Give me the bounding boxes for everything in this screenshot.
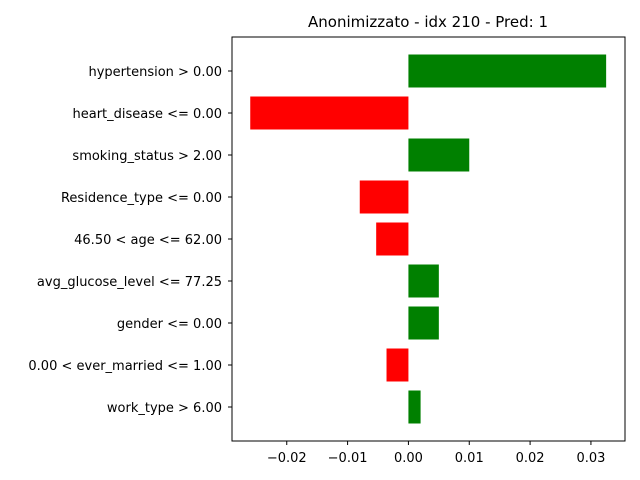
y-tick-label: Residence_type <= 0.00 (61, 191, 222, 206)
y-tick-label: 0.00 < ever_married <= 1.00 (28, 359, 222, 374)
x-tick-label: 0.01 (455, 451, 484, 466)
bar (408, 390, 421, 424)
bar (250, 96, 409, 130)
y-tick-label: work_type > 6.00 (107, 401, 222, 416)
x-tick-label: −0.02 (267, 451, 307, 466)
plot-frame (231, 36, 626, 442)
y-tick-label: 46.50 < age <= 62.00 (74, 233, 222, 248)
bar (408, 306, 439, 340)
bar (408, 54, 607, 88)
x-tick-label: 0.02 (516, 451, 545, 466)
x-tick-label: 0.03 (576, 451, 605, 466)
bar (359, 180, 409, 214)
y-tick-label: avg_glucose_level <= 77.25 (37, 275, 222, 290)
y-tick-label: smoking_status > 2.00 (72, 149, 222, 164)
x-tick-label: 0.00 (394, 451, 423, 466)
y-axis-ticks: hypertension > 0.00 heart_disease <= 0.00… (28, 65, 232, 416)
y-tick-label: gender <= 0.00 (117, 317, 222, 332)
chart-title: Anonimizzato - idx 210 - Pred: 1 (308, 13, 548, 31)
bar (376, 222, 409, 256)
bar (408, 264, 439, 298)
y-tick-label: heart_disease <= 0.00 (72, 107, 222, 122)
x-axis-ticks: −0.02 −0.01 0.00 0.01 0.02 0.03 (267, 441, 605, 466)
y-tick-label: hypertension > 0.00 (88, 65, 222, 80)
bars-group (250, 54, 607, 424)
x-tick-label: −0.01 (328, 451, 368, 466)
bar (386, 348, 409, 382)
bar (408, 138, 470, 172)
